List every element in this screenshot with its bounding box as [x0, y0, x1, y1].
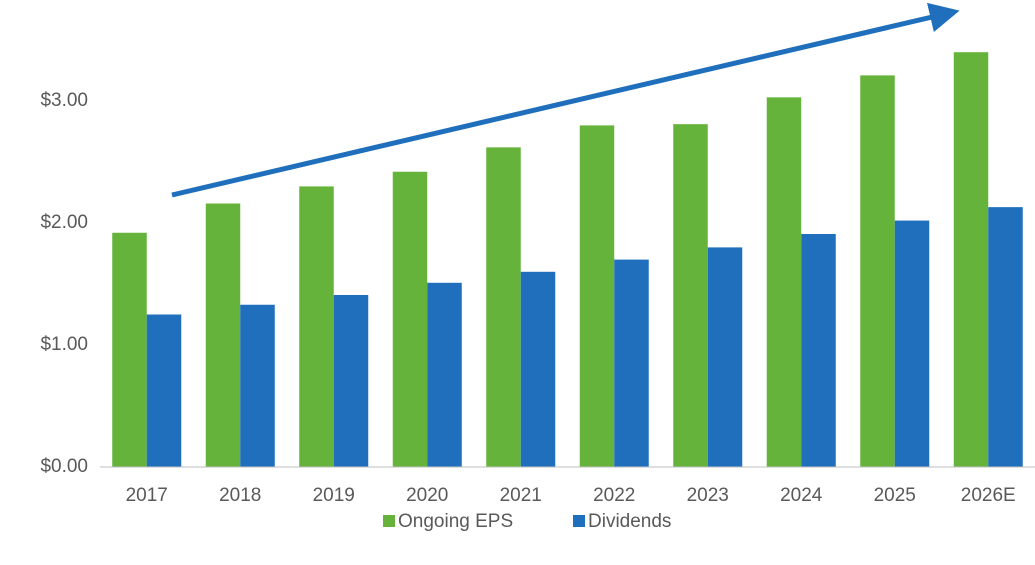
x-tick-label: 2026E: [961, 485, 1016, 506]
bar: [333, 294, 369, 467]
bar: [520, 271, 556, 467]
legend-swatch: [383, 515, 395, 527]
bar: [112, 232, 147, 467]
trend-arrow: [171, 2, 960, 198]
y-tick-label: $3.00: [40, 90, 88, 111]
bar: [486, 147, 521, 468]
y-tick-label: $2.00: [40, 212, 88, 233]
bar: [299, 186, 334, 467]
bar: [240, 304, 275, 467]
x-tick-label: 2021: [500, 485, 542, 506]
bar: [801, 233, 836, 467]
bar: [673, 124, 708, 468]
bar: [860, 75, 895, 467]
x-tick-label: 2017: [126, 485, 168, 506]
bar: [392, 171, 428, 467]
x-tick-label: 2022: [593, 485, 635, 506]
x-tick-label: 2020: [406, 485, 448, 506]
x-tick-label: 2019: [313, 485, 355, 506]
x-tick-label: 2023: [687, 485, 729, 506]
bar: [707, 247, 743, 467]
bar: [427, 282, 462, 467]
bar: [146, 314, 182, 467]
x-tick-label: 2018: [219, 485, 261, 506]
legend-label: Ongoing EPS: [398, 511, 513, 532]
legend-swatch: [573, 515, 585, 527]
y-tick-label: $0.00: [40, 456, 88, 477]
x-tick-label: 2024: [780, 485, 823, 506]
bar: [579, 125, 615, 468]
bar: [766, 97, 802, 467]
bar: [614, 259, 649, 467]
bar: [894, 220, 930, 467]
bar: [953, 52, 989, 467]
bar: [988, 207, 1023, 467]
bar: [205, 203, 241, 468]
x-tick-label: 2025: [874, 485, 916, 506]
legend-label: Dividends: [588, 511, 671, 532]
y-tick-label: $1.00: [40, 334, 88, 355]
